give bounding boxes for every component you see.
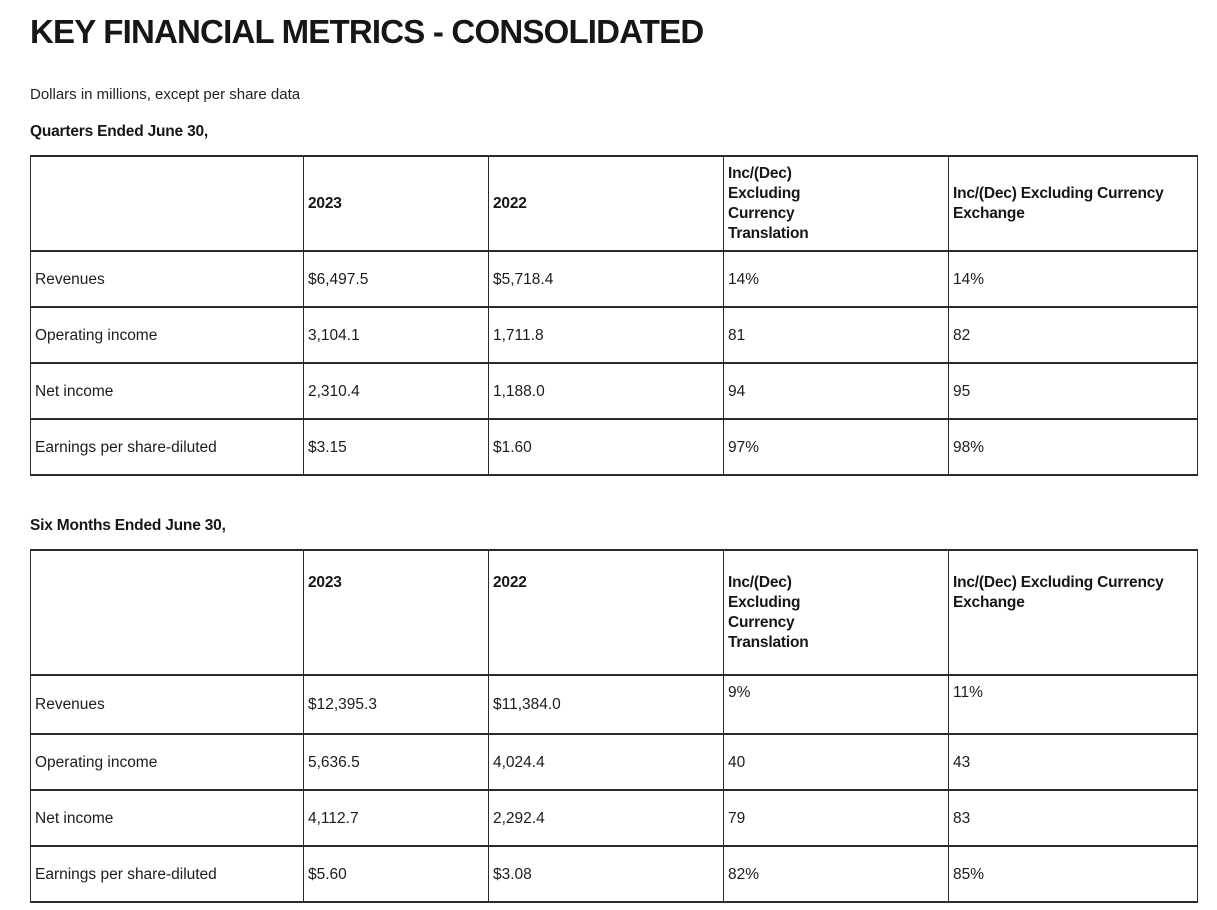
table-row: Earnings per share-diluted $5.60 $3.08 82% 8… [30, 845, 1198, 903]
units-note: Dollars in millions, except per share da… [30, 86, 301, 103]
cell-value: 85% [948, 845, 1198, 903]
cell-value: 2,292.4 [488, 789, 724, 847]
row-label-column-header [30, 549, 304, 676]
column-header: 2022 [488, 155, 724, 252]
cell-value: 9% [723, 674, 949, 735]
cell-value: 5,636.5 [303, 733, 489, 791]
table-row: Earnings per share-diluted $3.15 $1.60 97% 9… [30, 418, 1198, 476]
header-row: 2023 2022 Inc/(Dec) Excluding Currency Tra… [30, 549, 1198, 676]
cell-value: 97% [723, 418, 949, 476]
column-header: 2022 [488, 549, 724, 676]
cell-value: $12,395.3 [303, 674, 489, 735]
cell-value: 2,310.4 [303, 362, 489, 420]
column-header: Inc/(Dec) Excluding Currency Exchange [948, 549, 1198, 676]
cell-value: 43 [948, 733, 1198, 791]
cell-value: 94 [723, 362, 949, 420]
table-row: Net income 2,310.4 1,188.0 94 95 [30, 362, 1198, 420]
cell-value: $3.08 [488, 845, 724, 903]
six-months-table: 2023 2022 Inc/(Dec) Excluding Currency Tra… [30, 549, 1198, 903]
row-label: Operating income [30, 306, 304, 364]
cell-value: $3.15 [303, 418, 489, 476]
cell-value: 4,024.4 [488, 733, 724, 791]
column-header: Inc/(Dec) Excluding Currency Translation [723, 549, 949, 676]
row-label: Earnings per share-diluted [30, 845, 304, 903]
cell-value: 98% [948, 418, 1198, 476]
cell-value: $6,497.5 [303, 250, 489, 308]
column-header: 2023 [303, 549, 489, 676]
cell-value: 3,104.1 [303, 306, 489, 364]
cell-value: $1.60 [488, 418, 724, 476]
header-row: 2023 2022 Inc/(Dec) Excluding Currency Tra… [30, 155, 1198, 252]
row-label: Net income [30, 362, 304, 420]
section-heading-quarters: Quarters Ended June 30, [30, 123, 209, 140]
table-row: Revenues $12,395.3 $11,384.0 9% 11% [30, 674, 1198, 735]
cell-value: 4,112.7 [303, 789, 489, 847]
cell-value: 79 [723, 789, 949, 847]
row-label: Revenues [30, 250, 304, 308]
column-header: Inc/(Dec) Excluding Currency Exchange [948, 155, 1198, 252]
cell-value: 83 [948, 789, 1198, 847]
page-title: KEY FINANCIAL METRICS - CONSOLIDATED [30, 13, 704, 50]
cell-value: $5.60 [303, 845, 489, 903]
cell-value: $11,384.0 [488, 674, 724, 735]
quarters-section: Quarters Ended June 30, 2023 2022 Inc/(Dec… [30, 122, 1198, 476]
table-row: Operating income 3,104.1 1,711.8 81 82 [30, 306, 1198, 364]
row-label: Revenues [30, 674, 304, 735]
table-row: Net income 4,112.7 2,292.4 79 83 [30, 789, 1198, 847]
quarters-table: 2023 2022 Inc/(Dec) Excluding Currency Tra… [30, 155, 1198, 476]
row-label: Earnings per share-diluted [30, 418, 304, 476]
cell-value: 14% [948, 250, 1198, 308]
column-header: Inc/(Dec) Excluding Currency Translation [723, 155, 949, 252]
cell-value: $5,718.4 [488, 250, 724, 308]
section-heading-six-months: Six Months Ended June 30, [30, 517, 226, 534]
cell-value: 82% [723, 845, 949, 903]
column-header: 2023 [303, 155, 489, 252]
cell-value: 1,711.8 [488, 306, 724, 364]
row-label-column-header [30, 155, 304, 252]
row-label: Net income [30, 789, 304, 847]
cell-value: 95 [948, 362, 1198, 420]
cell-value: 11% [948, 674, 1198, 735]
cell-value: 40 [723, 733, 949, 791]
cell-value: 82 [948, 306, 1198, 364]
cell-value: 14% [723, 250, 949, 308]
six-months-section: Six Months Ended June 30, 2023 2022 Inc/(D… [30, 516, 1198, 903]
table-row: Revenues $6,497.5 $5,718.4 14% 14% [30, 250, 1198, 308]
cell-value: 81 [723, 306, 949, 364]
table-row: Operating income 5,636.5 4,024.4 40 43 [30, 733, 1198, 791]
row-label: Operating income [30, 733, 304, 791]
cell-value: 1,188.0 [488, 362, 724, 420]
